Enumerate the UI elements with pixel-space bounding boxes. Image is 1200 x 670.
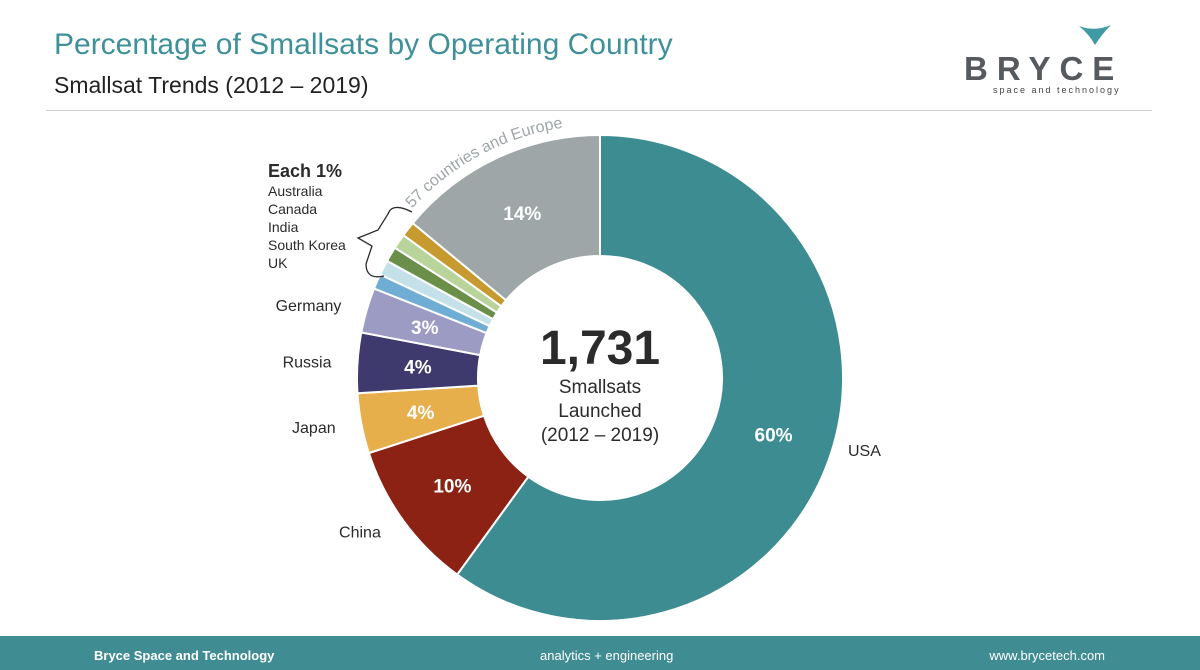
value-label-germany: 3%: [411, 318, 439, 339]
value-label-57-countries-and-europe: 14%: [503, 204, 541, 225]
each-one-percent-annotation: Each 1% Australia Canada India South Kor…: [268, 161, 413, 278]
logo-wordmark: BRYCE: [964, 50, 1124, 87]
annotation-brace: [356, 206, 413, 278]
footer-company: Bryce Space and Technology: [94, 648, 275, 663]
page-title: Percentage of Smallsats by Operating Cou…: [54, 28, 673, 61]
bryce-logo: BRYCE space and technology: [960, 22, 1160, 102]
value-label-russia: 4%: [404, 358, 432, 379]
donut-chart: 60% 10% 4% 4% 3% 14% USA China Japan Russia Germa…: [268, 115, 881, 622]
name-label-usa: USA: [848, 443, 881, 460]
annotation-item-uk: UK: [268, 255, 288, 271]
value-label-japan: 4%: [407, 403, 435, 424]
name-label-russia: Russia: [283, 355, 332, 372]
annotation-heading: Each 1%: [268, 161, 342, 181]
header-divider: [46, 110, 1152, 111]
slice-value-labels: 60% 10% 4% 4% 3% 14%: [404, 204, 793, 497]
chart-slices: [356, 133, 844, 622]
name-label-germany: Germany: [276, 298, 342, 315]
annotation-item-south-korea: South Korea: [268, 237, 346, 253]
center-caption-line-2: Launched: [558, 401, 641, 422]
center-caption-line-3: (2012 – 2019): [541, 425, 659, 446]
footer-tagline: analytics + engineering: [540, 648, 674, 663]
name-label-china: China: [339, 524, 381, 541]
name-label-japan: Japan: [292, 420, 336, 437]
annotation-item-india: India: [268, 219, 299, 235]
value-label-usa: 60%: [755, 425, 793, 446]
annotation-item-australia: Australia: [268, 183, 323, 199]
slice-57-countries-and-europe: [411, 133, 601, 302]
value-label-china: 10%: [433, 476, 471, 497]
annotation-item-canada: Canada: [268, 201, 317, 217]
chart-center: 1,731 Smallsats Launched (2012 – 2019): [540, 322, 660, 446]
slice-usa: [455, 133, 844, 622]
chevron-swoosh-icon: [1079, 25, 1111, 45]
center-total: 1,731: [540, 322, 660, 375]
page-subtitle: Smallsat Trends (2012 – 2019): [54, 72, 369, 98]
footer-website-link[interactable]: www.brycetech.com: [989, 648, 1105, 663]
footer-bar: Bryce Space and Technology analytics + e…: [0, 636, 1200, 670]
center-caption-line-1: Smallsats: [559, 377, 641, 398]
logo-tagline: space and technology: [993, 85, 1121, 95]
